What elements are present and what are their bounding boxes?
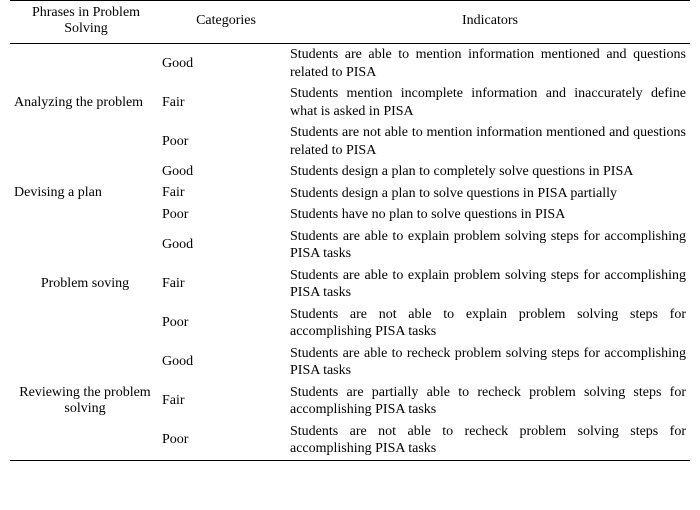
category-cell: Poor (162, 304, 290, 343)
category-cell: Poor (162, 421, 290, 460)
category-cell: Fair (162, 183, 290, 205)
indicator-cell: Students are partially able to recheck p… (290, 382, 690, 421)
indicator-cell: Students are not able to mention informa… (290, 122, 690, 161)
phase-label: Problem soving (10, 226, 162, 343)
category-cell: Good (162, 161, 290, 183)
category-cell: Good (162, 343, 290, 382)
phase-label: Reviewing the problem solving (10, 343, 162, 460)
col-header-phase: Phrases in Problem Solving (10, 1, 162, 44)
category-cell: Fair (162, 382, 290, 421)
indicator-cell: Students design a plan to solve question… (290, 183, 690, 205)
indicator-cell: Students are able to explain problem sol… (290, 265, 690, 304)
indicator-cell: Students have no plan to solve questions… (290, 204, 690, 226)
indicator-cell: Students are not able to recheck problem… (290, 421, 690, 460)
indicator-cell: Students design a plan to completely sol… (290, 161, 690, 183)
category-cell: Fair (162, 83, 290, 122)
col-header-indicator: Indicators (290, 1, 690, 44)
indicator-cell: Students are able to explain problem sol… (290, 226, 690, 265)
indicator-cell: Students are able to recheck problem sol… (290, 343, 690, 382)
col-header-category: Categories (162, 1, 290, 44)
indicator-cell: Students are not able to explain problem… (290, 304, 690, 343)
phase-label: Devising a plan (10, 161, 162, 226)
category-cell: Poor (162, 122, 290, 161)
phase-label: Analyzing the problem (10, 44, 162, 161)
indicator-cell: Students mention incomplete information … (290, 83, 690, 122)
category-cell: Good (162, 226, 290, 265)
bottom-rule (10, 460, 690, 461)
rubric-table: Phrases in Problem Solving Categories In… (10, 0, 690, 461)
category-cell: Good (162, 44, 290, 83)
category-cell: Poor (162, 204, 290, 226)
category-cell: Fair (162, 265, 290, 304)
indicator-cell: Students are able to mention information… (290, 44, 690, 83)
